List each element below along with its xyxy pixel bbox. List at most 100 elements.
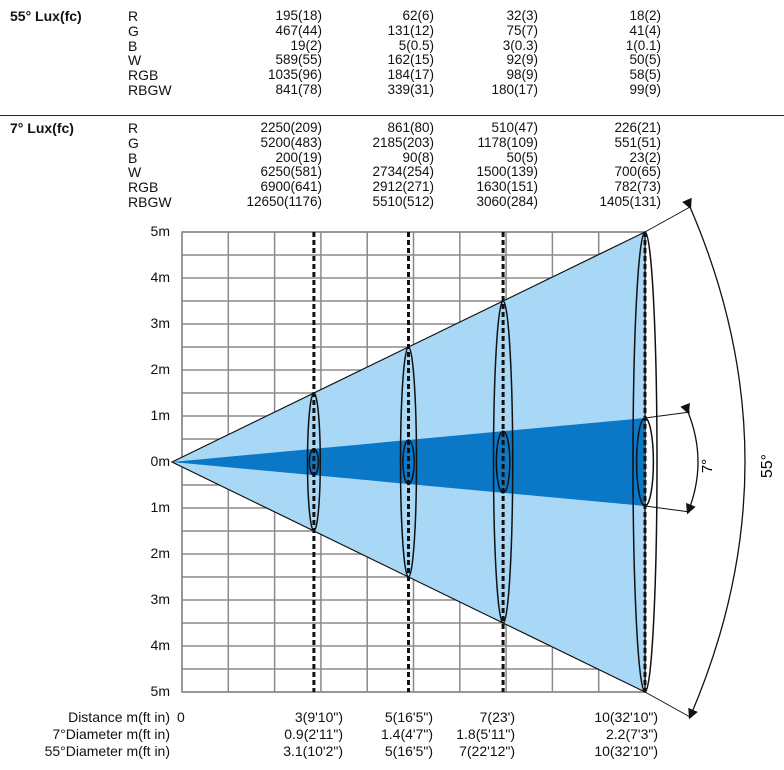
lux-7-cell: 2185(203) — [372, 134, 434, 150]
lux-55-row-label: R — [128, 8, 139, 24]
section-divider — [0, 115, 784, 116]
wide-angle-label: 55° — [759, 454, 776, 478]
lux-55-cell: 184(17) — [387, 67, 434, 83]
lux-7-title: 7° Lux(fc) — [10, 120, 74, 136]
y-axis-label: 3m — [150, 315, 170, 331]
distance-markers — [312, 232, 647, 692]
lux-55-cell: 98(9) — [506, 67, 538, 83]
lux-7-cell: 1500(139) — [476, 164, 538, 180]
lux-7-row-label: RGB — [128, 179, 159, 196]
lux-55-title: 55° Lux(fc) — [10, 8, 82, 24]
wide-beam-edge-bottom — [644, 691, 691, 718]
diameter-7-value: 1.4(4'7") — [380, 726, 433, 742]
lux-55-cell: 62(6) — [402, 8, 434, 23]
lux-7-cell: 861(80) — [387, 120, 434, 135]
y-axis-label: 5m — [150, 223, 170, 239]
diameter-7-label: 7°Diameter m(ft in) — [52, 726, 170, 742]
lux-55-cell: 162(15) — [387, 52, 434, 68]
lux-7-cell: 1405(131) — [599, 194, 661, 209]
lux-7-cell: 12650(1176) — [246, 194, 322, 209]
y-axis-label: 2m — [150, 361, 170, 377]
lux-55-cell: 589(55) — [275, 52, 322, 68]
lux-7-row-label: B — [128, 149, 138, 166]
y-axis-label: 4m — [150, 637, 170, 653]
diameter-7-value: 1.8(5'11") — [456, 726, 515, 742]
lux-55-row-label: W — [128, 52, 142, 69]
lux-55-cell: 75(7) — [506, 22, 538, 38]
lux-55-cell: 5(0.5) — [398, 37, 434, 53]
lux-7-cell: 5510(512) — [372, 194, 434, 209]
wide-beam-edge-top — [644, 206, 691, 233]
lux-7-cell: 551(51) — [614, 134, 661, 150]
diameter-55-value: 5(16'5") — [384, 743, 433, 759]
lux-7-row-label: W — [128, 164, 142, 181]
lux-7-cell: 1178(109) — [477, 134, 538, 150]
narrow-angle-arc — [680, 402, 699, 515]
diameter-55-label: 55°Diameter m(ft in) — [44, 743, 170, 759]
lux-7-cell: 6250(581) — [260, 164, 322, 180]
lux-7-row-label: RBGW — [128, 194, 172, 210]
distance-value: 7(23') — [479, 709, 515, 725]
lux-7-cell: 6900(641) — [260, 179, 322, 195]
diameter-7-value: 2.2(7'3") — [605, 726, 658, 742]
lux-55-cell: 19(2) — [290, 37, 322, 53]
lux-7-cell: 700(65) — [614, 164, 661, 180]
narrow-beam-edge-bottom — [644, 505, 691, 513]
lux-7-cell: 1630(151) — [476, 179, 538, 195]
lux-55-cell: 58(5) — [629, 67, 661, 83]
distance-value: 10(32'10") — [594, 709, 658, 725]
narrow-angle-label: 7° — [699, 459, 716, 473]
diameter-55-value: 7(22'12") — [459, 743, 515, 759]
distance-value: 5(16'5") — [384, 709, 433, 725]
lux-55-cell: 99(9) — [629, 82, 661, 97]
lux-55-cell: 18(2) — [629, 8, 661, 23]
diameter-55-value: 3.1(10'2") — [283, 743, 343, 759]
y-axis-label: 4m — [150, 269, 170, 285]
distance-value: 3(9'10") — [294, 709, 343, 725]
lux-7-cell: 50(5) — [506, 149, 538, 165]
lux-55-row-label: RBGW — [128, 82, 172, 98]
lux-55-row-label: G — [128, 22, 139, 39]
lux-7-cell: 2250(209) — [260, 120, 322, 135]
lux-7-cell: 90(8) — [402, 149, 434, 165]
lux-55-cell: 32(3) — [506, 8, 538, 23]
lux-55-cell: 841(78) — [275, 82, 322, 97]
lux-7-cell: 226(21) — [614, 120, 661, 135]
lux-7-cell: 3060(284) — [476, 194, 538, 209]
lux-7-cell: 2912(271) — [372, 179, 434, 195]
lux-55-row-label: B — [128, 37, 138, 54]
distance-zero: 0 — [177, 709, 185, 725]
lux-7-cell: 5200(483) — [260, 134, 322, 150]
lux-55-cell: 1035(96) — [267, 67, 322, 83]
lux-55-cell: 1(0.1) — [625, 37, 661, 53]
lux-55-cell: 195(18) — [275, 8, 322, 23]
diameter-7-value: 0.9(2'11") — [284, 726, 343, 742]
distance-label: Distance m(ft in) — [68, 709, 170, 725]
lux-55-cell: 131(12) — [387, 22, 434, 38]
lux-7-cell: 23(2) — [629, 149, 661, 165]
lux-7-cell: 200(19) — [275, 149, 322, 165]
y-axis-label: 2m — [150, 545, 170, 561]
narrow-beam-7 — [172, 418, 645, 506]
lux-55-cell: 50(5) — [629, 52, 661, 68]
y-axis-label: 3m — [150, 591, 170, 607]
y-axis-label: 5m — [150, 683, 170, 699]
lux-55-row-label: RGB — [128, 67, 159, 84]
lux-7-row-label: G — [128, 134, 139, 151]
lux-55-cell: 339(31) — [387, 82, 434, 97]
wide-angle-arc — [682, 197, 746, 720]
lux-55-cell: 92(9) — [506, 52, 538, 68]
y-axis-label: 1m — [150, 407, 170, 423]
diameter-55-value: 10(32'10") — [594, 743, 658, 759]
lux-7-cell: 2734(254) — [372, 164, 434, 180]
lux-55-cell: 180(17) — [491, 82, 538, 97]
narrow-beam-edge-top — [644, 411, 691, 419]
y-axis-label: 1m — [150, 499, 170, 515]
lux-7-cell: 782(73) — [614, 179, 661, 195]
lux-7-row-label: R — [128, 120, 139, 136]
lux-55-cell: 3(0.3) — [502, 37, 538, 53]
lux-7-cell: 510(47) — [491, 120, 538, 135]
lux-55-cell: 467(44) — [275, 22, 322, 38]
lux-55-cell: 41(4) — [629, 22, 661, 38]
